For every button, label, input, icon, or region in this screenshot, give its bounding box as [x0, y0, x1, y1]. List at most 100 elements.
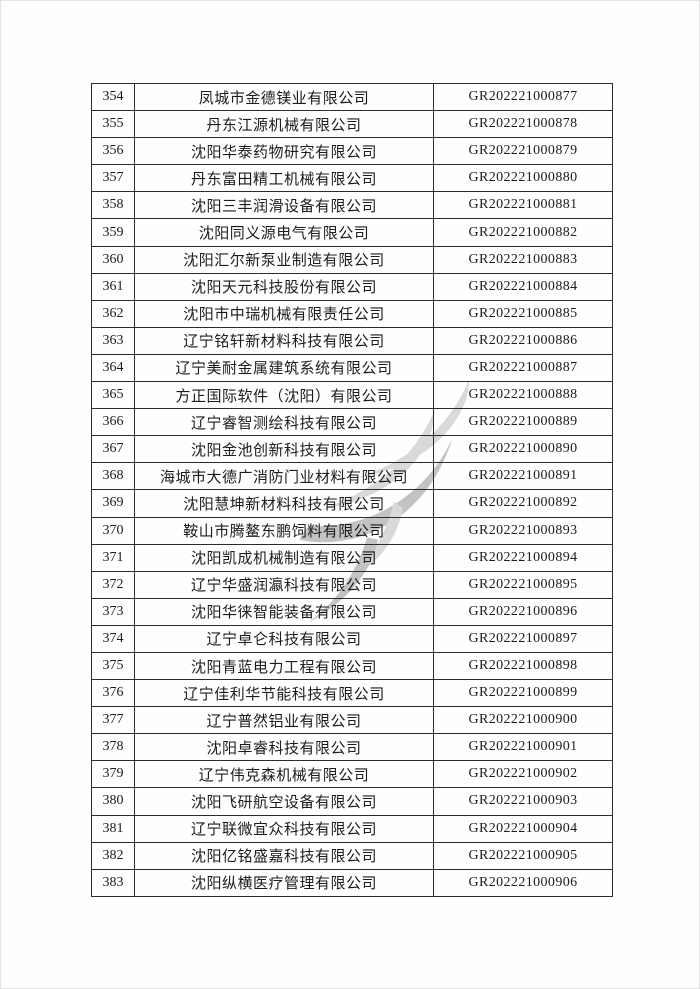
table-row: 381 辽宁联微宜众科技有限公司 GR202221000904 — [91, 814, 613, 843]
registry-table-body: 354 凤城市金德镁业有限公司 GR202221000877 355 丹东江源机械有限公… — [91, 82, 613, 897]
company-name: 辽宁美耐金属建筑系统有限公司 — [134, 353, 434, 383]
row-number: 371 — [91, 543, 135, 572]
table-row: 373 沈阳华徕智能装备有限公司 GR202221000896 — [91, 597, 613, 626]
certificate-code: GR202221000886 — [433, 326, 613, 355]
table-row: 367 沈阳金池创新科技有限公司 GR202221000890 — [91, 435, 613, 464]
table-row: 374 辽宁卓仑科技有限公司 GR202221000897 — [91, 624, 613, 653]
row-number: 372 — [91, 570, 135, 599]
row-number: 377 — [91, 706, 135, 735]
table-row: 359 沈阳同义源电气有限公司 GR202221000882 — [91, 218, 613, 247]
company-name: 沈阳飞研航空设备有限公司 — [134, 787, 434, 816]
certificate-code: GR202221000884 — [433, 272, 613, 301]
company-name: 沈阳华泰药物研究有限公司 — [134, 137, 434, 166]
table-row: 383 沈阳纵横医疗管理有限公司 GR202221000906 — [91, 868, 613, 897]
certificate-code: GR202221000890 — [433, 435, 613, 464]
company-name: 沈阳慧坤新材料科技有限公司 — [134, 489, 434, 518]
row-number: 374 — [91, 624, 135, 653]
certificate-code: GR202221000879 — [433, 137, 613, 166]
certificate-code: GR202221000897 — [433, 624, 613, 653]
table-row: 362 沈阳市中瑞机械有限责任公司 GR202221000885 — [91, 299, 613, 328]
certificate-code: GR202221000882 — [433, 218, 613, 247]
row-number: 375 — [91, 651, 135, 681]
table-row: 378 沈阳卓睿科技有限公司 GR202221000901 — [91, 733, 613, 762]
company-name: 沈阳纵横医疗管理有限公司 — [134, 868, 434, 897]
company-name: 辽宁伟克森机械有限公司 — [134, 760, 434, 789]
company-name: 辽宁普然铝业有限公司 — [134, 706, 434, 735]
company-name: 沈阳青蓝电力工程有限公司 — [134, 651, 434, 681]
table-row: 368 海城市大德广消防门业材料有限公司 GR202221000891 — [91, 462, 613, 491]
row-number: 383 — [91, 868, 135, 897]
row-number: 369 — [91, 489, 135, 518]
row-number: 356 — [91, 137, 135, 166]
row-number: 380 — [91, 787, 135, 816]
row-number: 367 — [91, 435, 135, 464]
table-row: 356 沈阳华泰药物研究有限公司 GR202221000879 — [91, 137, 613, 166]
certificate-code: GR202221000889 — [433, 408, 613, 437]
company-name: 沈阳市中瑞机械有限责任公司 — [134, 299, 434, 328]
certificate-code: GR202221000904 — [433, 814, 613, 843]
table-row: 382 沈阳亿铭盛嘉科技有限公司 GR202221000905 — [91, 841, 613, 870]
row-number: 382 — [91, 841, 135, 870]
table-row: 371 沈阳凯成机械制造有限公司 GR202221000894 — [91, 543, 613, 572]
table-row: 380 沈阳飞研航空设备有限公司 GR202221000903 — [91, 787, 613, 816]
table-row: 370 鞍山市腾鳌东鹏饲料有限公司 GR202221000893 — [91, 516, 613, 545]
company-name: 沈阳卓睿科技有限公司 — [134, 733, 434, 762]
table-row: 360 沈阳汇尔新泵业制造有限公司 GR202221000883 — [91, 245, 613, 274]
row-number: 366 — [91, 408, 135, 437]
table-row: 363 辽宁铭轩新材料科技有限公司 GR202221000886 — [91, 326, 613, 355]
row-number: 355 — [91, 110, 135, 139]
row-number: 363 — [91, 326, 135, 355]
certificate-code: GR202221000906 — [433, 868, 613, 897]
company-name: 辽宁华盛润瀛科技有限公司 — [134, 570, 434, 599]
table-row: 377 辽宁普然铝业有限公司 GR202221000900 — [91, 706, 613, 735]
company-name: 沈阳同义源电气有限公司 — [134, 218, 434, 247]
certificate-code: GR202221000881 — [433, 191, 613, 220]
certificate-code: GR202221000894 — [433, 543, 613, 572]
certificate-code: GR202221000898 — [433, 651, 613, 681]
company-name: 辽宁睿智测绘科技有限公司 — [134, 408, 434, 437]
table-row: 358 沈阳三丰润滑设备有限公司 GR202221000881 — [91, 191, 613, 220]
certificate-table: 354 凤城市金德镁业有限公司 GR202221000877 355 丹东江源机械有限公… — [91, 82, 613, 897]
row-number: 364 — [91, 353, 135, 383]
table-row: 369 沈阳慧坤新材料科技有限公司 GR202221000892 — [91, 489, 613, 518]
company-name: 辽宁铭轩新材料科技有限公司 — [134, 326, 434, 355]
row-number: 362 — [91, 299, 135, 328]
row-number: 368 — [91, 462, 135, 491]
certificate-code: GR202221000878 — [433, 110, 613, 139]
table-row: 355 丹东江源机械有限公司 GR202221000878 — [91, 110, 613, 139]
certificate-code: GR202221000900 — [433, 706, 613, 735]
company-name: 沈阳三丰润滑设备有限公司 — [134, 191, 434, 220]
table-row: 354 凤城市金德镁业有限公司 GR202221000877 — [91, 82, 613, 112]
row-number: 379 — [91, 760, 135, 789]
table-row: 366 辽宁睿智测绘科技有限公司 GR202221000889 — [91, 408, 613, 437]
company-name: 沈阳金池创新科技有限公司 — [134, 435, 434, 464]
table-row: 364 辽宁美耐金属建筑系统有限公司 GR202221000887 — [91, 353, 613, 383]
table-row: 365 方正国际软件（沈阳）有限公司 GR202221000888 — [91, 381, 613, 410]
table-row: 357 丹东富田精工机械有限公司 GR202221000880 — [91, 164, 613, 193]
company-name: 辽宁佳利华节能科技有限公司 — [134, 679, 434, 708]
certificate-code: GR202221000887 — [433, 353, 613, 383]
row-number: 361 — [91, 272, 135, 301]
row-number: 365 — [91, 381, 135, 410]
row-number: 354 — [91, 82, 135, 112]
certificate-code: GR202221000885 — [433, 299, 613, 328]
row-number: 376 — [91, 679, 135, 708]
row-number: 359 — [91, 218, 135, 247]
row-number: 357 — [91, 164, 135, 193]
certificate-code: GR202221000877 — [433, 82, 613, 112]
company-name: 沈阳华徕智能装备有限公司 — [134, 597, 434, 626]
certificate-code: GR202221000895 — [433, 570, 613, 599]
row-number: 360 — [91, 245, 135, 274]
company-name: 丹东江源机械有限公司 — [134, 110, 434, 139]
row-number: 378 — [91, 733, 135, 762]
certificate-code: GR202221000883 — [433, 245, 613, 274]
company-name: 沈阳凯成机械制造有限公司 — [134, 543, 434, 572]
certificate-code: GR202221000880 — [433, 164, 613, 193]
company-name: 辽宁卓仑科技有限公司 — [134, 624, 434, 653]
certificate-code: GR202221000893 — [433, 516, 613, 545]
certificate-code: GR202221000891 — [433, 462, 613, 491]
certificate-code: GR202221000905 — [433, 841, 613, 870]
company-name: 鞍山市腾鳌东鹏饲料有限公司 — [134, 516, 434, 545]
row-number: 370 — [91, 516, 135, 545]
